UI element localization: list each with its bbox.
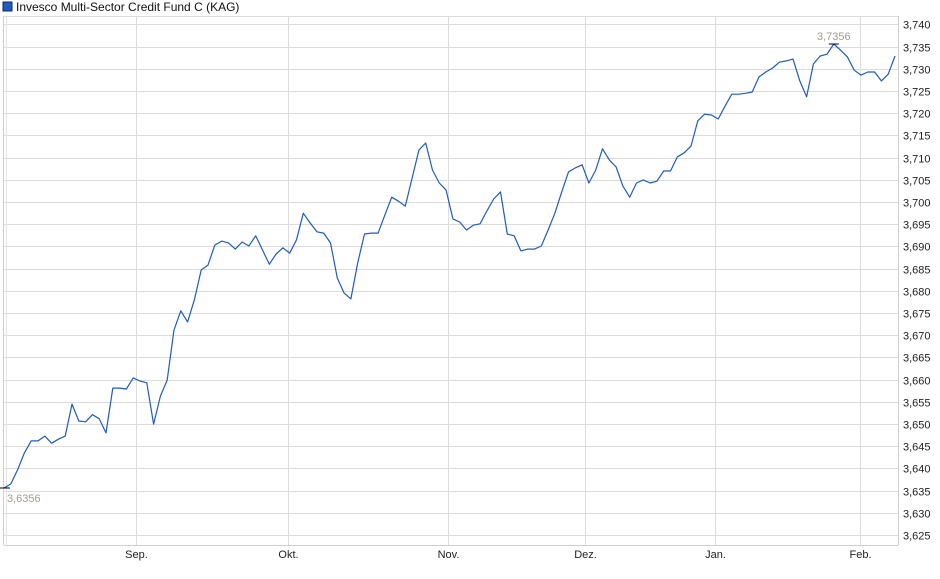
y-tick-label: 3,690 [903, 242, 931, 254]
y-tick-label: 3,700 [903, 198, 931, 210]
y-tick-label: 3,705 [903, 176, 931, 188]
x-tick-label: Okt. [278, 549, 298, 561]
annotations: 3,6356 3,7356 [0, 31, 851, 505]
chart-title: Invesco Multi-Sector Credit Fund C (KAG) [16, 0, 239, 14]
x-tick-label: Jan. [705, 549, 726, 561]
y-tick-label: 3,735 [903, 43, 931, 55]
x-tick-label: Feb. [849, 549, 871, 561]
y-tick-label: 3,665 [903, 353, 931, 365]
y-tick-label: 3,660 [903, 376, 931, 388]
legend-swatch [2, 1, 13, 12]
y-axis: 3,625 3,630 3,635 3,640 3,645 3,650 3,655 3,660… [903, 20, 931, 543]
x-axis: Sep. Okt. Nov. Dez. Jan. Feb. [125, 549, 871, 561]
y-tick-label: 3,625 [903, 531, 931, 543]
y-tick-label: 3,730 [903, 65, 931, 77]
min-label: 3,6356 [7, 493, 41, 505]
y-tick-label: 3,670 [903, 331, 931, 343]
y-tick-label: 3,685 [903, 265, 931, 277]
x-tick-label: Nov. [438, 549, 460, 561]
y-tick-label: 3,635 [903, 487, 931, 499]
grid [4, 16, 898, 545]
y-tick-label: 3,720 [903, 109, 931, 121]
series [3, 43, 896, 489]
y-tick-label: 3,740 [903, 20, 931, 32]
y-tick-label: 3,680 [903, 287, 931, 299]
series-line [3, 43, 896, 489]
y-tick-label: 3,630 [903, 509, 931, 521]
legend: Invesco Multi-Sector Credit Fund C (KAG) [2, 0, 239, 14]
plot-frame [3, 16, 899, 546]
x-tick-label: Sep. [125, 549, 148, 561]
x-tick-label: Dez. [574, 549, 597, 561]
y-tick-label: 3,675 [903, 309, 931, 321]
y-tick-label: 3,715 [903, 131, 931, 143]
y-tick-label: 3,695 [903, 220, 931, 232]
y-tick-label: 3,655 [903, 398, 931, 410]
y-tick-label: 3,710 [903, 154, 931, 166]
max-label: 3,7356 [817, 31, 851, 43]
y-tick-label: 3,650 [903, 420, 931, 432]
y-tick-label: 3,725 [903, 87, 931, 99]
y-tick-label: 3,645 [903, 442, 931, 454]
y-tick-label: 3,640 [903, 464, 931, 476]
